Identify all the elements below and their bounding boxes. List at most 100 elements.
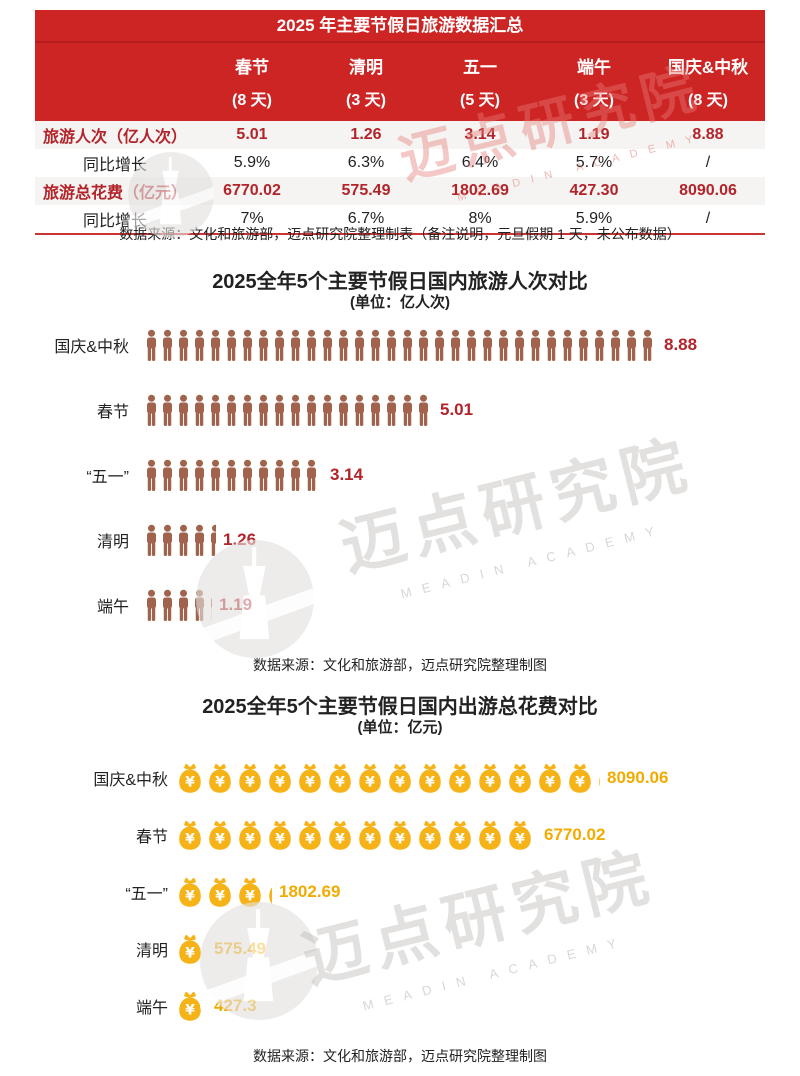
money-bag-icon: ¥ bbox=[239, 763, 261, 793]
person-icon bbox=[243, 459, 252, 491]
person-icon bbox=[179, 329, 188, 361]
person-icon bbox=[291, 329, 300, 361]
svg-text:¥: ¥ bbox=[425, 774, 435, 790]
svg-text:¥: ¥ bbox=[185, 945, 195, 961]
person-icon bbox=[323, 329, 332, 361]
money-bag-icon: ¥ bbox=[509, 763, 531, 793]
pictograph-icons bbox=[145, 587, 212, 624]
table-column-header: 五一 (5 天) bbox=[423, 43, 537, 121]
partial-icon: ¥ bbox=[597, 763, 600, 794]
person-icon bbox=[147, 589, 156, 621]
svg-text:¥: ¥ bbox=[395, 831, 405, 847]
money-bag-icon: ¥ bbox=[389, 820, 411, 850]
person-icon bbox=[307, 394, 316, 426]
person-icon bbox=[179, 589, 188, 621]
person-icon bbox=[321, 457, 323, 494]
pictograph-icons: ¥ ¥ ¥ ¥ ¥ ¥ ¥ ¥ ¥ ¥ ¥ ¥ bbox=[177, 820, 537, 851]
chart-row-label: “五一” bbox=[86, 469, 129, 486]
person-icon bbox=[211, 524, 216, 556]
money-bag-icon: ¥ bbox=[269, 886, 272, 904]
person-icon bbox=[419, 329, 428, 361]
table-column-header: 国庆&中秋 (8 天) bbox=[651, 43, 765, 121]
pictograph-icons bbox=[145, 522, 216, 559]
svg-text:¥: ¥ bbox=[395, 774, 405, 790]
money-bag-icon: ¥ bbox=[419, 820, 441, 850]
chart-row: “五一” ¥ ¥ ¥ ¥1802.69 bbox=[0, 870, 800, 914]
table-header-empty-cell bbox=[35, 43, 195, 121]
chart-row-label: 清明 bbox=[135, 943, 168, 960]
chart2-title: 2025全年5个主要节假日国内出游总花费对比 bbox=[202, 696, 598, 718]
chart-row-value: 575.49 bbox=[214, 939, 266, 958]
chart-row-label: 国庆&中秋 bbox=[54, 339, 129, 356]
money-bag-icon: ¥ bbox=[209, 820, 231, 850]
money-bag-icon: ¥ bbox=[179, 877, 201, 907]
person-icon bbox=[259, 394, 268, 426]
row-label: 旅游总花费（亿元） bbox=[42, 185, 187, 202]
table-row: 旅游总花费（亿元） 6770.02 575.49 1802.69 427.30 8090.… bbox=[35, 177, 765, 205]
table-cell: 6.7% bbox=[347, 210, 385, 227]
person-icon bbox=[179, 459, 188, 491]
person-icon bbox=[387, 329, 396, 361]
person-icon bbox=[339, 329, 348, 361]
table-cell: 575.49 bbox=[341, 182, 391, 199]
person-icon bbox=[531, 329, 540, 361]
partial-icon bbox=[209, 587, 212, 624]
pictograph-icons bbox=[145, 457, 323, 494]
table-header-columns: 春节 (8 天) 清明 (3 天) 五一 (5 天) 端午 (3 天) 国庆&中秋 (8 天) bbox=[195, 43, 765, 121]
svg-text:¥: ¥ bbox=[215, 774, 225, 790]
column-days: (3 天) bbox=[345, 92, 386, 109]
table-cell: 7% bbox=[240, 210, 264, 227]
table-cell: 6.3% bbox=[347, 154, 385, 171]
money-bag-icon: ¥ bbox=[299, 763, 321, 793]
person-icon bbox=[643, 329, 652, 361]
person-icon bbox=[179, 394, 188, 426]
table-bottom-border bbox=[35, 233, 765, 235]
person-icon bbox=[195, 459, 204, 491]
money-bag-icon: ¥ bbox=[359, 763, 381, 793]
svg-text:¥: ¥ bbox=[515, 831, 525, 847]
pictograph-icons: ¥ bbox=[177, 991, 207, 1022]
svg-text:¥: ¥ bbox=[335, 831, 345, 847]
svg-text:¥: ¥ bbox=[215, 888, 225, 904]
money-bag-icon: ¥ bbox=[569, 763, 591, 793]
svg-text:¥: ¥ bbox=[305, 774, 315, 790]
chart-row-label: 端午 bbox=[96, 599, 129, 616]
svg-text:¥: ¥ bbox=[515, 774, 525, 790]
person-icon bbox=[371, 329, 380, 361]
person-icon bbox=[291, 394, 300, 426]
chart2-source: 数据来源：文化和旅游部，迈点研究院整理制图 bbox=[253, 1048, 547, 1064]
svg-text:¥: ¥ bbox=[425, 831, 435, 847]
person-icon bbox=[227, 459, 236, 491]
person-icon bbox=[211, 329, 220, 361]
person-icon bbox=[259, 459, 268, 491]
partial-icon: ¥ bbox=[267, 877, 272, 908]
column-name: 端午 bbox=[577, 58, 611, 77]
money-bag-icon: ¥ bbox=[539, 763, 561, 793]
chart-row-label: “五一” bbox=[125, 886, 168, 903]
chart1-source: 数据来源：文化和旅游部，迈点研究院整理制图 bbox=[253, 657, 547, 673]
money-bag-icon: ¥ bbox=[479, 820, 501, 850]
person-icon bbox=[419, 394, 428, 426]
money-bag-icon: ¥ bbox=[299, 820, 321, 850]
column-days: (8 天) bbox=[687, 92, 728, 109]
table-source-note: 数据来源：文化和旅游部，迈点研究院整理制表（备注说明，元旦假期 1 天，未公布数… bbox=[119, 226, 681, 242]
table-column-header: 清明 (3 天) bbox=[309, 43, 423, 121]
svg-text:¥: ¥ bbox=[245, 888, 255, 904]
table-title: 2025 年主要节假日旅游数据汇总 bbox=[35, 10, 765, 43]
chart-row-value: 427.3 bbox=[214, 996, 257, 1015]
chart-row: 端午 1.19 bbox=[0, 583, 800, 627]
table-cell: 8.88 bbox=[692, 126, 724, 143]
svg-text:¥: ¥ bbox=[245, 774, 255, 790]
chart-row: 国庆&中秋 ¥ ¥ ¥ ¥ ¥ ¥ ¥ ¥ ¥ ¥ ¥ ¥ ¥ ¥ ¥8090.… bbox=[0, 756, 800, 800]
money-bag-icon: ¥ bbox=[209, 763, 231, 793]
svg-text:¥: ¥ bbox=[335, 774, 345, 790]
chart2-subtitle: (单位：亿元) bbox=[357, 719, 443, 736]
pictograph-icons: ¥ bbox=[177, 934, 207, 965]
person-icon bbox=[483, 329, 492, 361]
table-row: 旅游人次（亿人次） 5.01 1.26 3.14 1.19 8.88 bbox=[35, 121, 765, 149]
svg-text:¥: ¥ bbox=[365, 774, 375, 790]
chart-row-label: 端午 bbox=[135, 1000, 168, 1017]
money-bag-icon: ¥ bbox=[509, 820, 531, 850]
money-bag-icon: ¥ bbox=[329, 763, 351, 793]
table-body: 旅游人次（亿人次） 5.01 1.26 3.14 1.19 8.88 同比增长 5.9% 6.3… bbox=[35, 121, 765, 233]
